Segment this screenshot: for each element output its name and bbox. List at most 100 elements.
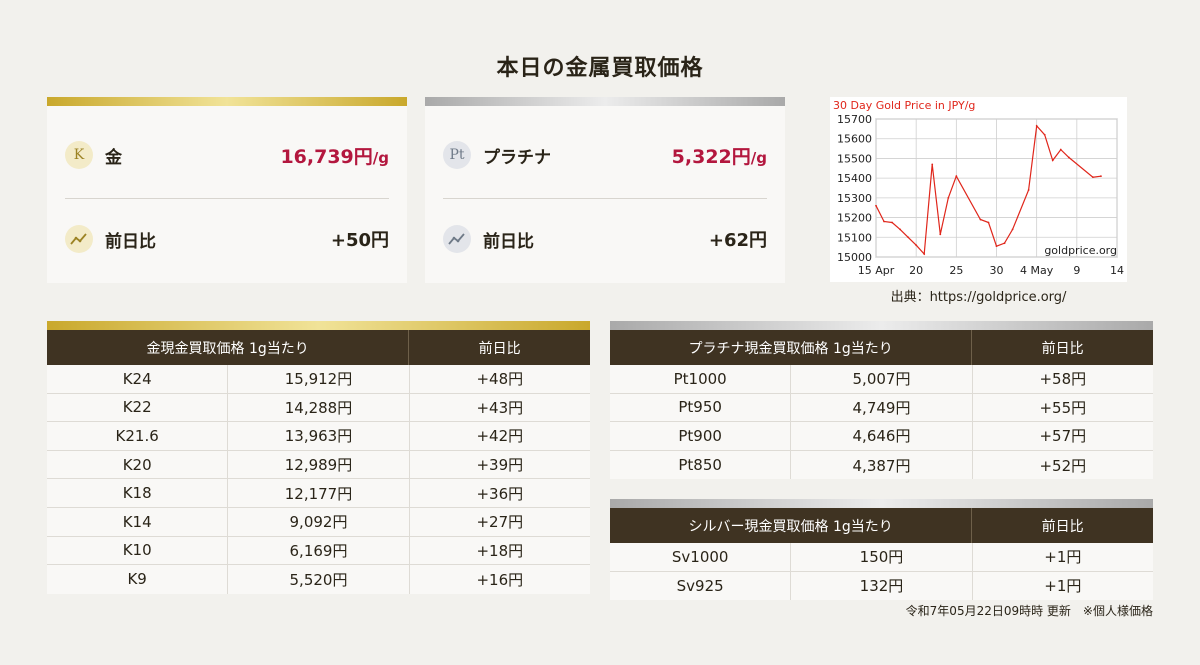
- chart-y-tick-label: 15500: [837, 152, 872, 165]
- cell-price: 5,520円: [228, 565, 410, 594]
- chart-data-point: [1051, 159, 1054, 162]
- gold-price-card: K 金 16,739円/g 前日比 +50円: [47, 97, 407, 283]
- cell-name: Sv1000: [610, 543, 792, 571]
- cell-price: 9,092円: [228, 507, 410, 536]
- chart-data-point: [979, 218, 982, 221]
- table-header-diff: 前日比: [478, 340, 521, 357]
- chart-data-point: [883, 220, 885, 223]
- gold-price-chart: 30 Day Gold Price in JPY/g 15000 15100 152…: [830, 97, 1127, 282]
- cell-price: 12,177円: [228, 479, 410, 507]
- chart-data-point: [1027, 189, 1030, 191]
- trend-chart-icon: [443, 225, 471, 253]
- chart-data-point: [955, 175, 958, 178]
- chart-data-point: [947, 196, 950, 199]
- cell-diff: +1円: [1044, 548, 1082, 567]
- cell-name: K22: [47, 393, 229, 422]
- chart-x-tick-label: 20: [909, 264, 923, 277]
- platinum-diff-value: +62円: [708, 230, 767, 251]
- chart-data-point: [987, 221, 990, 224]
- cell-name: K20: [47, 450, 229, 479]
- table-header-price: プラチナ現金買取価格 1g当たり: [610, 330, 973, 365]
- chart-data-point: [1092, 176, 1094, 179]
- table-header: シルバー現金買取価格 1g当たり 前日比: [610, 508, 1153, 543]
- gold-label: 金: [105, 147, 122, 168]
- table-row: K22 14,288円 +43円: [47, 393, 590, 423]
- gold-diff-label: 前日比: [105, 231, 156, 252]
- chart-title: 30 Day Gold Price in JPY/g: [833, 99, 975, 112]
- table-row: Pt1000 5,007円 +58円: [610, 365, 1153, 394]
- chart-series-line: [875, 124, 1101, 256]
- cell-price: 4,749円: [791, 393, 973, 422]
- table-header-diff: 前日比: [1041, 340, 1084, 357]
- cell-diff: +58円: [1039, 370, 1087, 389]
- cell-diff: +39円: [476, 456, 524, 475]
- table-row: K14 9,092円 +27円: [47, 507, 590, 537]
- chart-data-point: [1003, 242, 1006, 245]
- cell-diff: +16円: [476, 570, 524, 589]
- card-divider: [443, 198, 767, 199]
- cell-name: Pt900: [610, 422, 792, 450]
- platinum-badge-icon: Pt: [443, 141, 471, 169]
- cell-diff: +57円: [1039, 427, 1087, 446]
- gold-badge-icon: K: [65, 141, 93, 169]
- chart-y-tick-label: 15200: [837, 212, 872, 225]
- table-row: K18 12,177円 +36円: [47, 479, 590, 508]
- chart-x-tick-label: 14: [1110, 264, 1124, 277]
- chart-y-tick-label: 15000: [837, 251, 872, 264]
- silver-price-table: シルバー現金買取価格 1g当たり 前日比 Sv1000 150円 +1円 Sv925 1…: [610, 499, 1153, 601]
- cell-name: Pt1000: [610, 365, 792, 393]
- chart-data-point: [923, 253, 926, 255]
- table-row: K21.6 13,963円 +42円: [47, 422, 590, 451]
- table-row: Sv925 132円 +1円: [610, 571, 1153, 601]
- chart-data-point: [1035, 125, 1038, 127]
- cell-price: 132円: [791, 571, 973, 601]
- table-row: Pt950 4,749円 +55円: [610, 393, 1153, 423]
- gold-price-chart-svg: 30 Day Gold Price in JPY/g 15000 15100 152…: [833, 99, 1124, 277]
- silver-accent-bar: [610, 499, 1153, 508]
- table-header-diff: 前日比: [1041, 518, 1084, 535]
- cell-price: 12,989円: [228, 450, 410, 479]
- page-title: 本日の金属買取価格: [496, 55, 704, 81]
- platinum-price-card: Pt プラチナ 5,322円/g 前日比 +62円: [425, 97, 785, 283]
- card-divider: [65, 198, 389, 199]
- gold-diff-value: +50円: [330, 230, 389, 251]
- platinum-price: 5,322円/g: [671, 145, 767, 168]
- cell-price: 13,963円: [228, 422, 410, 450]
- cell-name: K14: [47, 507, 229, 536]
- chart-data-point: [931, 163, 934, 166]
- cell-price: 4,387円: [791, 450, 973, 480]
- cell-price: 14,288円: [228, 393, 410, 422]
- table-row: K24 15,912円 +48円: [47, 365, 590, 394]
- cell-diff: +55円: [1039, 398, 1087, 417]
- chart-x-tick-label: 30: [990, 264, 1004, 277]
- cell-name: K10: [47, 536, 229, 565]
- chart-data-point: [1043, 133, 1046, 136]
- table-body: Pt1000 5,007円 +58円 Pt950 4,749円 +55円 Pt900 4,64…: [610, 365, 1153, 480]
- table-row: K20 12,989円 +39円: [47, 450, 590, 480]
- gold-accent-bar: [47, 97, 407, 106]
- platinum-price-row: Pt プラチナ 5,322円/g: [443, 125, 767, 185]
- update-footnote: 令和7年05月22日09時時 更新 ※個人様価格: [905, 604, 1153, 618]
- cell-diff: +18円: [476, 541, 524, 560]
- platinum-price-table: プラチナ現金買取価格 1g当たり 前日比 Pt1000 5,007円 +58円 Pt9…: [610, 321, 1153, 480]
- chart-x-tick-label: 15 Apr: [858, 264, 895, 277]
- chart-x-tick-label: 4 May: [1020, 264, 1054, 277]
- chart-data-point: [1059, 148, 1062, 151]
- chart-y-tick-label: 15400: [837, 172, 872, 185]
- cell-diff: +27円: [476, 513, 524, 532]
- cell-diff: +36円: [476, 484, 524, 503]
- chart-y-tick-label: 15100: [837, 231, 872, 244]
- table-row: Sv1000 150円 +1円: [610, 543, 1153, 572]
- chart-watermark: goldprice.org: [1044, 244, 1117, 257]
- chart-data-point: [907, 236, 910, 239]
- chart-data-point: [1100, 175, 1102, 178]
- table-row: Pt850 4,387円 +52円: [610, 450, 1153, 480]
- cell-price: 6,169円: [228, 536, 410, 565]
- cell-price: 5,007円: [791, 365, 973, 393]
- table-row: K9 5,520円 +16円: [47, 565, 590, 594]
- chart-x-tick-label: 9: [1073, 264, 1080, 277]
- gold-price-table: 金現金買取価格 1g当たり 前日比 K24 15,912円 +48円 K22 14,28…: [47, 321, 590, 594]
- cell-diff: +1円: [1044, 577, 1082, 596]
- chart-data-point: [1011, 228, 1014, 231]
- table-body: K24 15,912円 +48円 K22 14,288円 +43円 K21.6 13,963円…: [47, 365, 590, 594]
